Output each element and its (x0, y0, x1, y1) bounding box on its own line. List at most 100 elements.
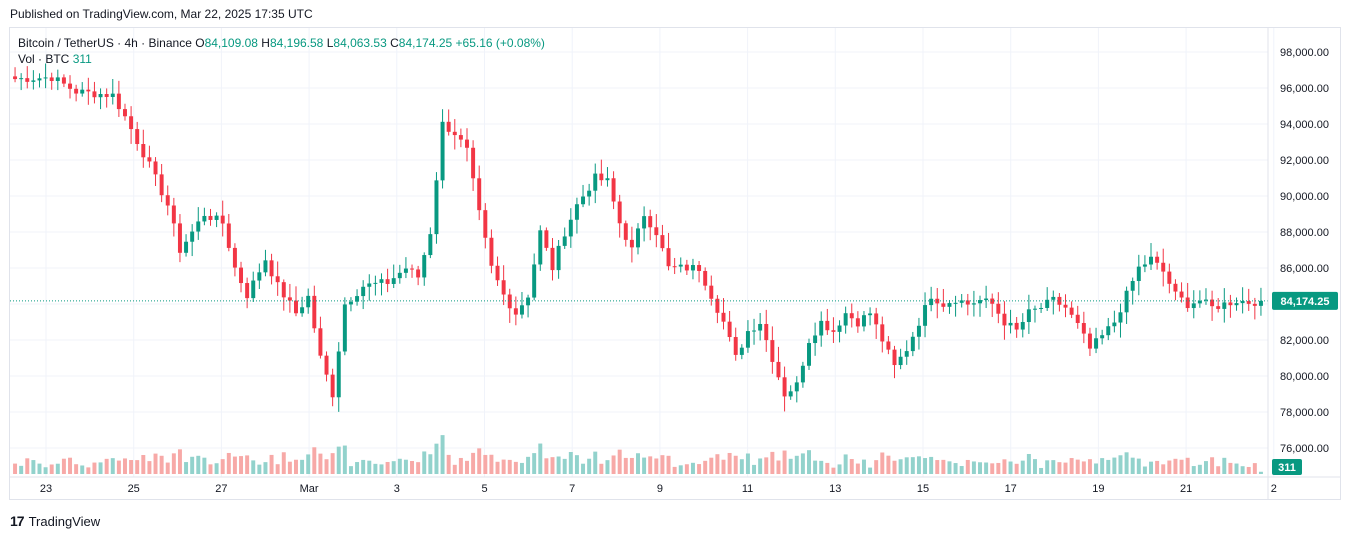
candle-body (1130, 281, 1135, 291)
symbol-label[interactable]: Bitcoin / TetherUS · 4h · Binance (18, 36, 192, 50)
last-price-badge (1272, 291, 1338, 310)
candle-body (782, 377, 787, 397)
volume-bar (135, 460, 140, 474)
candle-body (556, 245, 561, 271)
volume-bar (892, 460, 897, 474)
volume-bar (403, 459, 408, 474)
axis-badges: 84,174.25 311 (1272, 291, 1338, 475)
y-tick-label: 86,000.00 (1280, 263, 1329, 275)
x-tick-label: 13 (829, 483, 841, 495)
volume-bar (556, 456, 561, 474)
footer-brand[interactable]: 17 TradingView (10, 513, 100, 529)
candle-body (855, 318, 860, 327)
candle-body (1258, 300, 1263, 306)
volume-bar (1246, 466, 1251, 474)
volume-bar (978, 462, 982, 474)
published-caption: Published on TradingView.com, Mar 22, 20… (10, 7, 313, 21)
volume-bar (721, 459, 726, 474)
volume-bar (1258, 471, 1263, 474)
candle-body (507, 294, 512, 309)
candle-body (263, 260, 268, 273)
volume-bar (98, 462, 103, 474)
volume-bar (385, 461, 390, 474)
volume-bar (239, 456, 244, 474)
volume-bar (1142, 466, 1147, 474)
candle-body (31, 80, 36, 82)
volume-bar (599, 463, 604, 474)
volume-bar (153, 453, 158, 474)
candle-body (825, 320, 830, 331)
volume-bar (1185, 457, 1190, 474)
volume-bar (489, 454, 494, 474)
chart-frame[interactable] (9, 27, 1341, 500)
volume-bar (171, 453, 176, 474)
candle-body (1081, 323, 1086, 334)
candle-body (715, 298, 720, 313)
candle-body (605, 178, 610, 181)
x-tick-label: 9 (657, 483, 663, 495)
candle-body (1203, 299, 1208, 301)
volume-bar (1124, 452, 1129, 474)
low-label: L (326, 36, 334, 50)
candle-body (37, 78, 42, 81)
candle-body (678, 264, 683, 267)
high-value: 84,196.58 (269, 36, 324, 50)
y-tick-label: 76,000.00 (1280, 443, 1329, 455)
volume-bar (703, 460, 708, 474)
candle-body (98, 94, 103, 98)
open-label: O (195, 36, 205, 50)
close-label: C (390, 36, 399, 50)
volume-label[interactable]: Vol · BTC (18, 52, 70, 66)
y-tick-label: 96,000.00 (1280, 83, 1329, 95)
candle-body (489, 237, 494, 266)
candle-body (239, 267, 244, 284)
volume-bar (959, 466, 964, 474)
candle-body (941, 303, 946, 307)
price-axis[interactable]: 98,000.00 96,000.00 94,000.00 92,000.00 90,0… (1280, 47, 1329, 455)
volume-bar (642, 457, 647, 474)
volume-bar (1100, 458, 1105, 474)
volume-bar (519, 462, 524, 474)
candle-body (843, 313, 848, 326)
candle-body (61, 77, 66, 84)
candle-body (1014, 322, 1019, 330)
candle-body (68, 83, 73, 89)
candle-body (593, 173, 598, 191)
volume-bar (123, 458, 127, 474)
candle-body (190, 231, 195, 242)
volume-bar (593, 451, 598, 474)
candle-body (519, 305, 524, 315)
volume-bar (367, 460, 372, 474)
candle-body (294, 300, 298, 314)
volume-bar (947, 461, 952, 474)
candle-body (861, 315, 866, 327)
candle-body (971, 303, 976, 305)
candle-body (703, 270, 708, 286)
volume-bar (886, 455, 891, 474)
volume-bar (1191, 466, 1196, 474)
x-tick-label: 11 (742, 483, 753, 495)
candle-body (947, 303, 952, 307)
volume-bar (550, 457, 555, 474)
candle-body (611, 178, 616, 202)
time-axis[interactable]: 23 25 27 Mar 3 5 7 9 11 13 15 17 19 21 2 (9, 27, 1341, 500)
volume-bar (813, 460, 818, 474)
volume-bar (61, 458, 66, 474)
volume-bar (397, 458, 402, 474)
candle-body (471, 147, 476, 179)
volume-bar (874, 460, 879, 474)
candle-body (807, 343, 811, 366)
volume-bar (629, 457, 634, 474)
candle-body (1173, 283, 1178, 292)
candle-body (1008, 322, 1013, 326)
candle-body (129, 116, 134, 130)
volume-bar (605, 460, 610, 474)
volume-bar (214, 463, 219, 474)
volume-bar (807, 450, 811, 474)
volume-bar (1008, 461, 1013, 474)
volume-bar (880, 452, 885, 474)
candle-body (538, 230, 543, 265)
candle-body (1136, 266, 1141, 282)
volume-bar (342, 445, 347, 474)
